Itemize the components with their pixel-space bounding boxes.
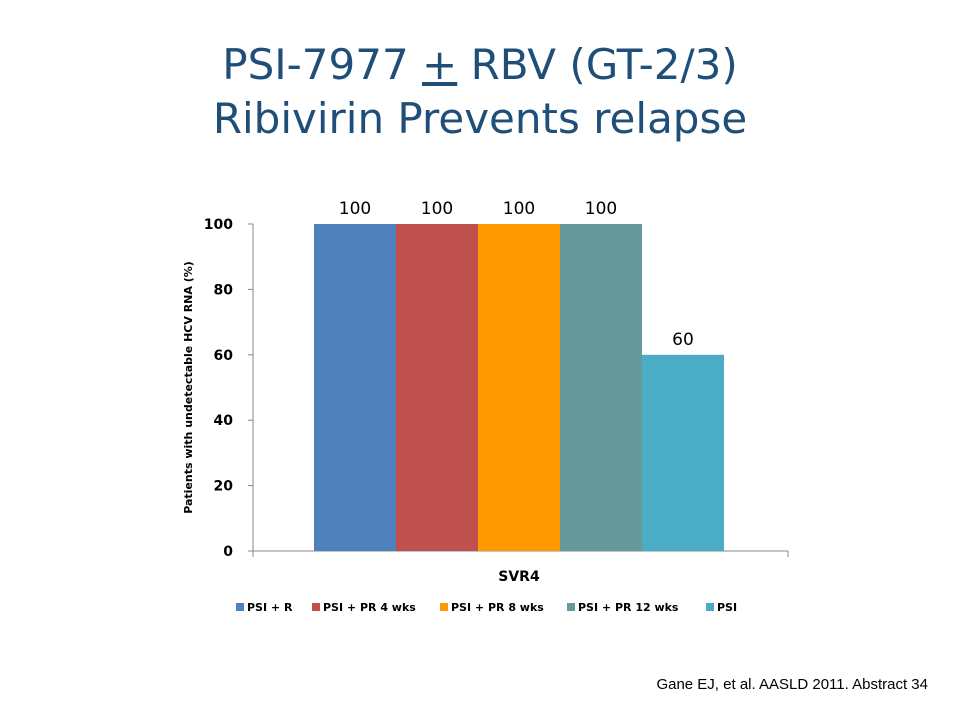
y-axis-title: Patients with undetectable HCV RNA (%) — [182, 261, 195, 514]
data-label-3: 100 — [503, 199, 535, 219]
data-label-1: 100 — [339, 199, 371, 219]
y-tick-label: 60 — [214, 348, 234, 364]
legend-swatch-5 — [706, 603, 714, 611]
bar-1 — [314, 224, 396, 551]
legend-label-5: PSI — [717, 601, 737, 614]
y-tick-label: 80 — [214, 282, 234, 298]
bar-5 — [642, 354, 724, 551]
y-tick-label: 20 — [214, 479, 234, 495]
title-line-1: PSI-7977 + RBV (GT-2/3) — [0, 38, 960, 92]
y-tick-label: 40 — [214, 413, 234, 429]
data-label-4: 100 — [585, 199, 617, 219]
legend-label-2: PSI + PR 4 wks — [323, 601, 416, 614]
citation: Gane EJ, et al. AASLD 2011. Abstract 34 — [656, 676, 928, 693]
legend-swatch-2 — [312, 603, 320, 611]
bar-4 — [560, 224, 642, 551]
slide-title: PSI-7977 + RBV (GT-2/3) Ribivirin Preven… — [0, 38, 960, 146]
title-text-b: RBV (GT-2/3) — [457, 40, 738, 89]
title-plus-minus: + — [422, 40, 458, 89]
legend-label-4: PSI + PR 12 wks — [578, 601, 679, 614]
legend-swatch-1 — [236, 603, 244, 611]
y-tick-label: 0 — [223, 544, 233, 560]
title-line-2: Ribivirin Prevents relapse — [212, 94, 748, 143]
category-label: SVR4 — [498, 569, 540, 585]
data-label-2: 100 — [421, 199, 453, 219]
legend-label-1: PSI + R — [247, 601, 293, 614]
bar-2 — [396, 224, 478, 551]
legend-label-3: PSI + PR 8 wks — [451, 601, 544, 614]
y-tick-label: 100 — [204, 217, 233, 233]
legend-swatch-4 — [567, 603, 575, 611]
data-label-5: 60 — [672, 330, 694, 350]
bar-3 — [478, 224, 560, 551]
legend-swatch-3 — [440, 603, 448, 611]
title-text-a: PSI-7977 — [222, 40, 423, 89]
